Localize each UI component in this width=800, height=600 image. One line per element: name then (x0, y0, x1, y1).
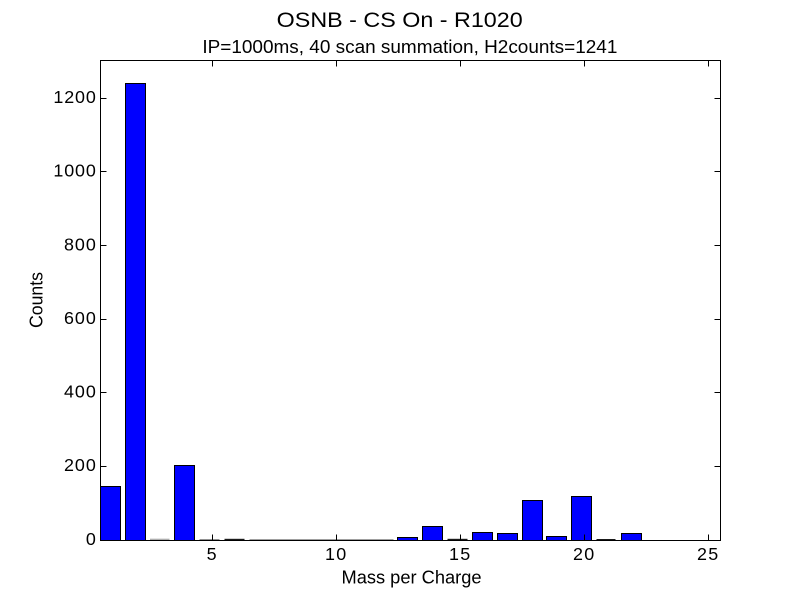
svg-text:0: 0 (86, 529, 96, 549)
svg-text:800: 800 (64, 234, 96, 254)
svg-text:10: 10 (325, 544, 346, 564)
svg-text:Mass per Charge: Mass per Charge (342, 568, 482, 589)
svg-text:1000: 1000 (53, 161, 95, 181)
svg-text:1200: 1200 (53, 87, 95, 107)
svg-text:25: 25 (697, 544, 718, 564)
svg-text:IP=1000ms, 40 scan summation,: IP=1000ms, 40 scan summation, H2counts=1… (202, 36, 617, 57)
svg-text:600: 600 (64, 308, 96, 328)
svg-text:15: 15 (449, 544, 470, 564)
svg-text:5: 5 (207, 544, 217, 564)
svg-text:200: 200 (64, 455, 96, 475)
svg-text:400: 400 (64, 382, 96, 402)
svg-text:OSNB - CS On - R1020: OSNB - CS On - R1020 (277, 9, 523, 32)
svg-text:20: 20 (573, 544, 594, 564)
svg-text:Counts: Counts (26, 272, 47, 328)
